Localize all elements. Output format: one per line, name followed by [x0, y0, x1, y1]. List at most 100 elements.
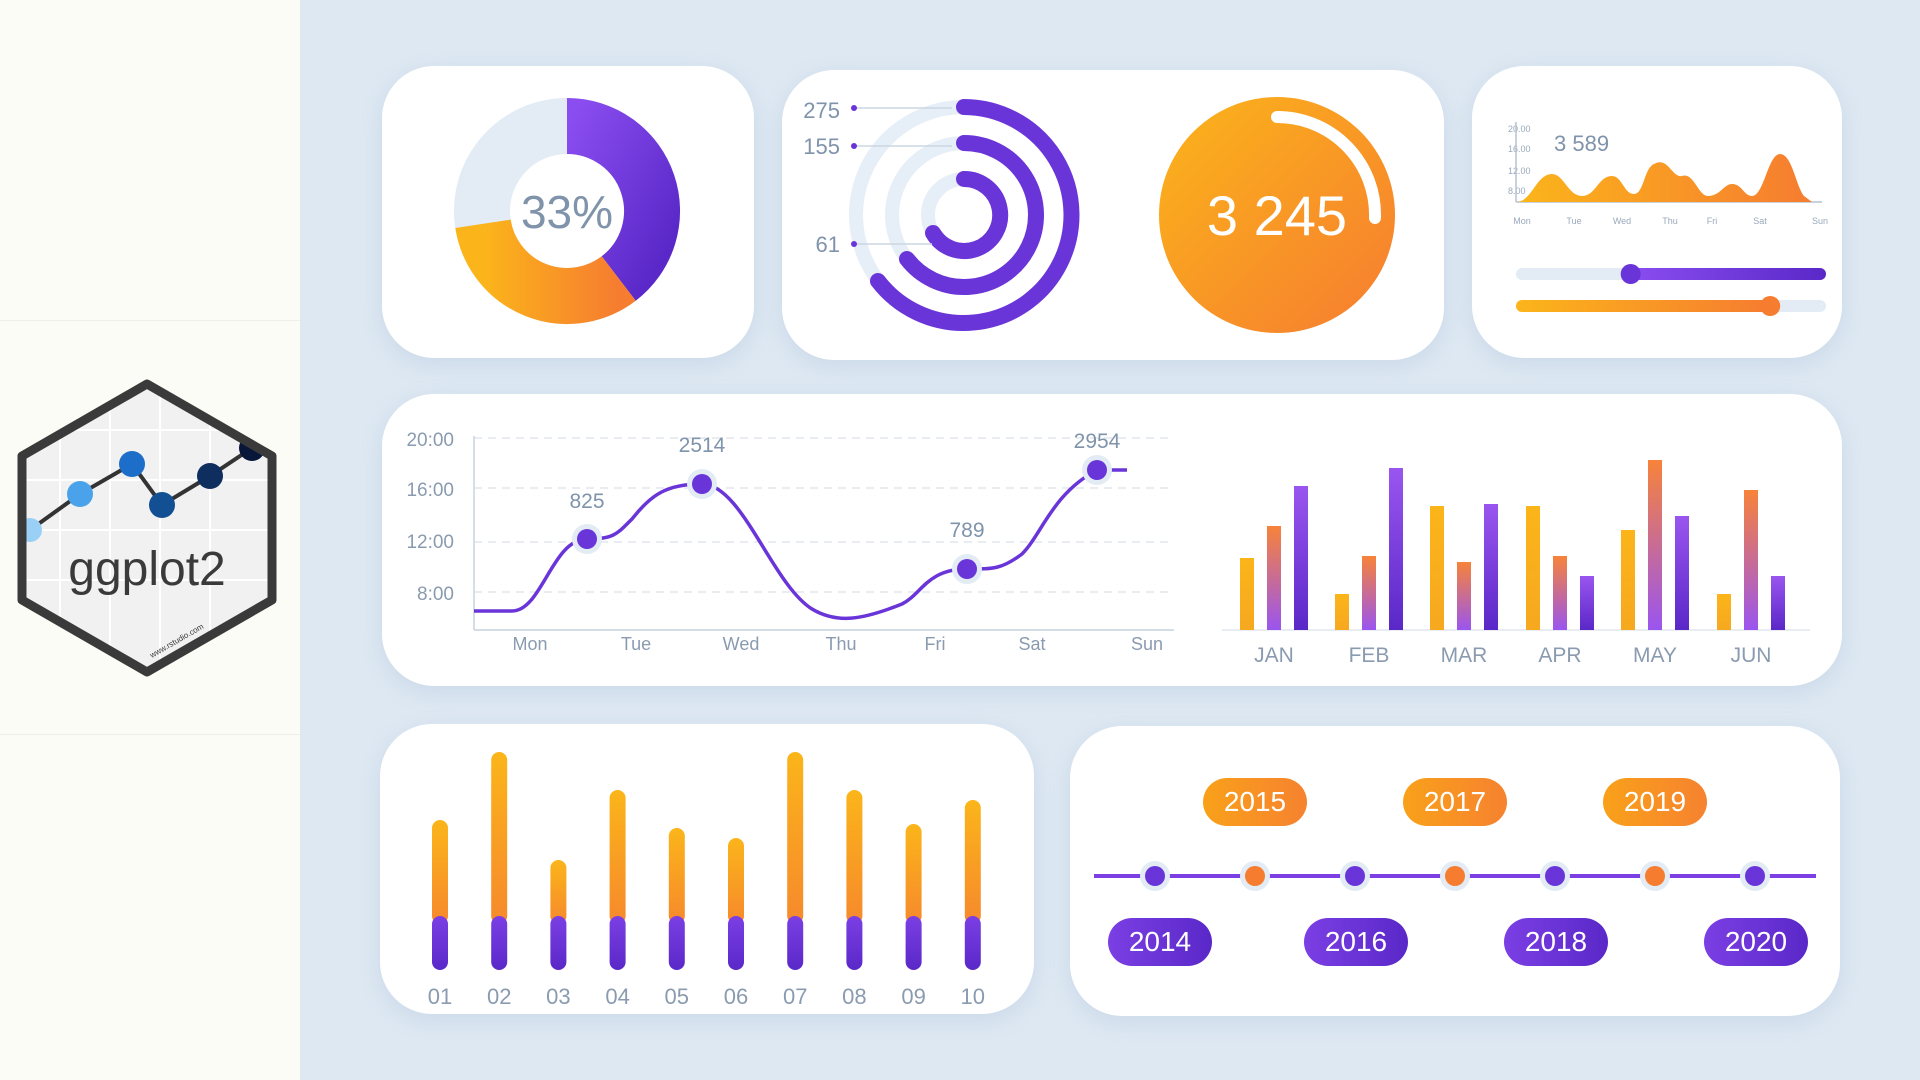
bar-category-label: JAN [1254, 644, 1294, 667]
timeline-dots [1140, 861, 1770, 891]
mini-x-tick: Fri [1707, 216, 1718, 226]
mini-y-tick: 8.00 [1508, 186, 1526, 196]
timeline-year-badge[interactable]: 2014 [1108, 918, 1212, 966]
vertical-bars-card: 01 02 03 04 05 06 07 08 09 10 [380, 724, 1034, 1014]
vertical-bar [964, 800, 981, 924]
vertical-bar [432, 820, 448, 924]
grouped-bar [1580, 576, 1594, 630]
grouped-bar [1362, 556, 1376, 630]
bar-category-label: MAY [1633, 644, 1677, 667]
line-y-tick: 12:00 [406, 532, 454, 553]
ring-inner [925, 170, 1009, 259]
slider-handle-orange[interactable] [1760, 296, 1781, 316]
timeline-year-badge[interactable]: 2020 [1704, 918, 1808, 966]
mini-value: 3 589 [1554, 131, 1609, 156]
grouped-bar [1717, 594, 1731, 630]
donut-segment-purple [565, 98, 681, 301]
vertical-bar-label: 06 [724, 984, 748, 1009]
grouped-bar [1526, 506, 1540, 630]
line-x-tick: Sat [1018, 634, 1045, 654]
donut-value: 33% [521, 186, 613, 238]
slider-fill-orange [1516, 300, 1771, 312]
mini-x-tick: Wed [1613, 216, 1631, 226]
line-point [957, 559, 977, 579]
grouped-bar [1648, 460, 1662, 630]
line-annotation: 2514 [679, 434, 726, 457]
vertical-bar [846, 790, 863, 924]
vertical-bar-base [787, 916, 804, 970]
bar-category-label: MAR [1441, 644, 1488, 667]
vertical-bar-label: 04 [605, 984, 629, 1009]
mini-x-tick: Thu [1662, 216, 1678, 226]
line-point [1087, 460, 1107, 480]
divider [0, 320, 300, 321]
grouped-bar [1335, 594, 1349, 630]
grouped-bar [1430, 506, 1444, 630]
line-x-tick: Sun [1131, 634, 1163, 654]
line-y-tick: 8:00 [417, 584, 454, 605]
mini-y-tick: 12.00 [1508, 166, 1531, 176]
grouped-bar [1240, 558, 1254, 630]
line-bar-card: 20:00 16:00 12:00 8:00 Mon Tue Wed Thu F… [382, 394, 1842, 686]
grouped-bar [1267, 526, 1281, 630]
vertical-bar-label: 08 [842, 984, 866, 1009]
vertical-bar-label: 01 [428, 984, 452, 1009]
line-point [577, 529, 597, 549]
ring-outer [870, 99, 1080, 331]
timeline-year-badge[interactable]: 2018 [1504, 918, 1608, 966]
slider-fill-purple [1630, 268, 1826, 280]
line-y-tick: 20:00 [406, 430, 454, 451]
vertical-bar-label: 02 [487, 984, 511, 1009]
radial-card: 275 155 61 3 245 [782, 70, 1444, 360]
timeline-card: 2015 2017 2019 2014 2016 2018 2020 [1070, 726, 1840, 1016]
vertical-bar [905, 824, 922, 924]
bar-category-label: APR [1538, 644, 1581, 667]
grouped-bar [1621, 530, 1635, 630]
ggplot2-logo: ggplot2 www.rstudio.com [17, 379, 277, 677]
grouped-bar [1553, 556, 1567, 630]
donut-segment-orange [455, 218, 636, 324]
vertical-bar-base [728, 916, 744, 970]
ring-label: 275 [803, 98, 840, 123]
grouped-bar [1484, 504, 1498, 630]
donut-card: 33% [382, 66, 754, 358]
timeline-year-badge[interactable]: 2017 [1403, 778, 1507, 826]
vertical-bar-base [609, 916, 626, 970]
vertical-bar-label: 07 [783, 984, 807, 1009]
vertical-bar-label: 10 [961, 984, 985, 1009]
grouped-bar [1389, 468, 1403, 630]
circle-value: 3 245 [1207, 184, 1347, 247]
mini-area [1516, 154, 1812, 202]
line-x-tick: Mon [512, 634, 547, 654]
grouped-bar [1771, 576, 1785, 630]
line-x-tick: Thu [825, 634, 856, 654]
timeline-year-badge[interactable]: 2016 [1304, 918, 1408, 966]
mini-x-tick: Sat [1753, 216, 1767, 226]
timeline-dot [1245, 866, 1265, 886]
mini-y-tick: 16.00 [1508, 144, 1531, 154]
timeline-dot [1145, 866, 1165, 886]
timeline-year-badge[interactable]: 2019 [1603, 778, 1707, 826]
mini-y-tick: 20.00 [1508, 124, 1531, 134]
vertical-bar-base [846, 916, 863, 970]
timeline-year-badge[interactable]: 2015 [1203, 778, 1307, 826]
line-annotation: 825 [569, 490, 604, 513]
slider-handle-purple[interactable] [1620, 264, 1641, 284]
grouped-bar [1744, 490, 1758, 630]
vertical-bar-base [905, 916, 922, 970]
mini-x-tick: Tue [1566, 216, 1581, 226]
logo-text: ggplot2 [68, 543, 225, 596]
value-circle-arc [1271, 111, 1382, 224]
timeline-dot [1445, 866, 1465, 886]
value-circle [1159, 97, 1395, 333]
vertical-bar [550, 860, 567, 924]
vertical-bar [491, 752, 508, 924]
vertical-bar [728, 838, 744, 924]
bar-category-label: FEB [1349, 644, 1390, 667]
vertical-bar-label: 09 [901, 984, 925, 1009]
vertical-bar-base [668, 916, 685, 970]
vertical-bar-label: 03 [546, 984, 570, 1009]
line-x-tick: Fri [925, 634, 946, 654]
line-point [692, 474, 712, 494]
timeline-dot [1745, 866, 1765, 886]
